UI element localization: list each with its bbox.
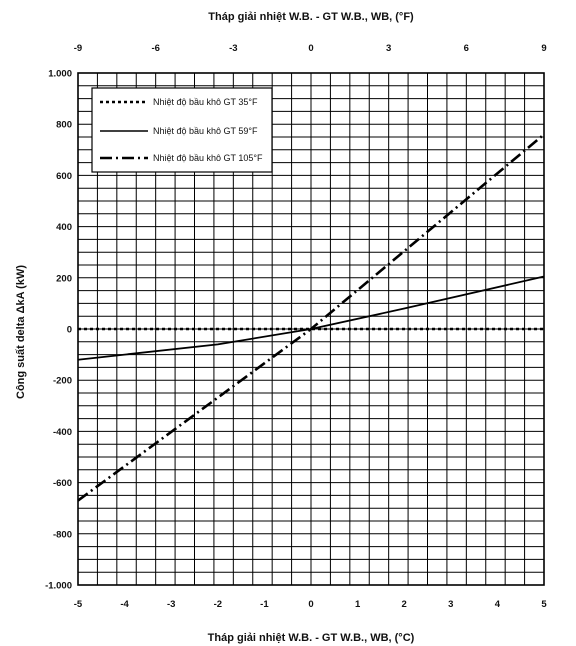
x-top-tick-labels: -9 -6 -3 0 3 6 9 <box>74 43 547 54</box>
legend-label-59f: Nhiệt độ bầu khô GT 59°F <box>153 126 258 136</box>
y-tick-label: 600 <box>56 171 72 182</box>
x-tick-label: 1 <box>355 599 361 610</box>
x-tick-label: 3 <box>448 599 453 610</box>
chart-title-top: Tháp giải nhiệt W.B. - GT W.B., WB, (°F) <box>208 11 414 23</box>
y-tick-labels: 1.000 800 600 400 200 0 -200 -400 -600 -800 -1.000 <box>45 69 72 592</box>
legend-label-35f: Nhiệt độ bầu khô GT 35°F <box>153 97 258 107</box>
y-tick-label: 800 <box>56 120 72 131</box>
x-top-tick-label: 0 <box>308 43 313 54</box>
y-tick-label: 200 <box>56 273 72 284</box>
x-axis-label: Tháp giải nhiệt W.B. - GT W.B., WB, (°C) <box>208 632 415 644</box>
x-tick-label: 4 <box>495 599 501 610</box>
x-tick-label: 5 <box>541 599 547 610</box>
y-tick-label: 0 <box>67 325 72 336</box>
plot-frame <box>77 72 545 586</box>
x-tick-label: -2 <box>214 599 222 610</box>
y-tick-label: -1.000 <box>45 581 72 592</box>
y-tick-label: 400 <box>56 222 72 233</box>
y-tick-label: -800 <box>53 529 72 540</box>
x-tick-label: 0 <box>308 599 313 610</box>
x-top-tick-label: -3 <box>229 43 237 54</box>
x-top-tick-label: -9 <box>74 43 82 54</box>
x-tick-label: -5 <box>74 599 83 610</box>
x-tick-labels: -5 -4 -3 -2 -1 0 1 2 3 4 5 <box>74 599 548 610</box>
y-tick-label: -600 <box>53 478 72 489</box>
series-line-2 <box>77 133 545 502</box>
y-tick-label: 1.000 <box>48 69 72 80</box>
x-tick-label: -4 <box>120 599 129 610</box>
series-lines <box>77 133 545 502</box>
x-top-tick-label: 3 <box>386 43 391 54</box>
x-top-tick-label: 9 <box>541 43 546 54</box>
y-tick-label: -200 <box>53 376 72 387</box>
y-axis-label: Công suất delta ΔkA (kW) <box>15 265 27 399</box>
x-tick-label: 2 <box>402 599 407 610</box>
x-tick-label: -1 <box>260 599 269 610</box>
legend: Nhiệt độ bầu khô GT 35°F Nhiệt độ bầu kh… <box>91 87 273 173</box>
x-tick-label: -3 <box>167 599 175 610</box>
x-top-tick-label: 6 <box>464 43 469 54</box>
x-top-tick-label: -6 <box>151 43 159 54</box>
y-tick-label: -400 <box>53 427 72 438</box>
legend-label-105f: Nhiệt độ bầu khô GT 105°F <box>153 153 263 163</box>
